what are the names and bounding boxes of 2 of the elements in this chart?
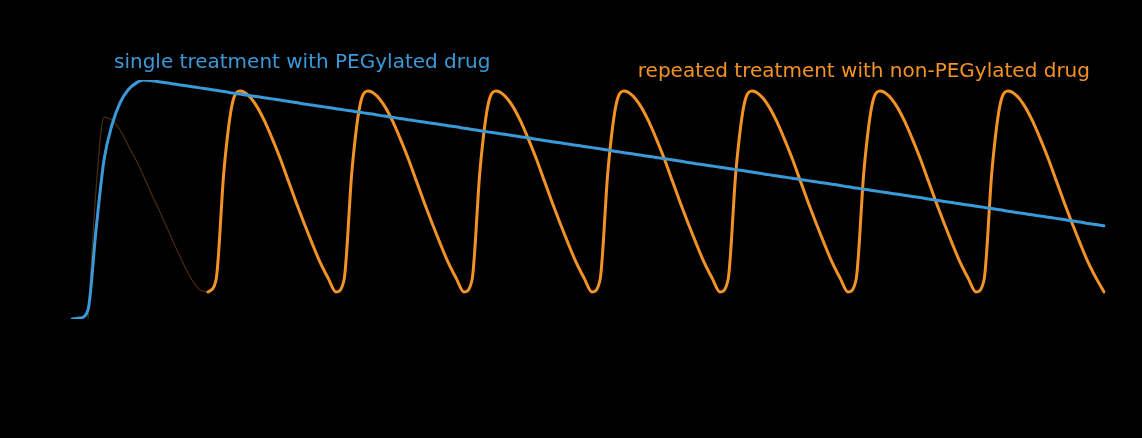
series-label: single treatment with PEGylated drug xyxy=(114,49,491,73)
series-label: repeated treatment with non-PEGylated drug xyxy=(637,57,1090,82)
